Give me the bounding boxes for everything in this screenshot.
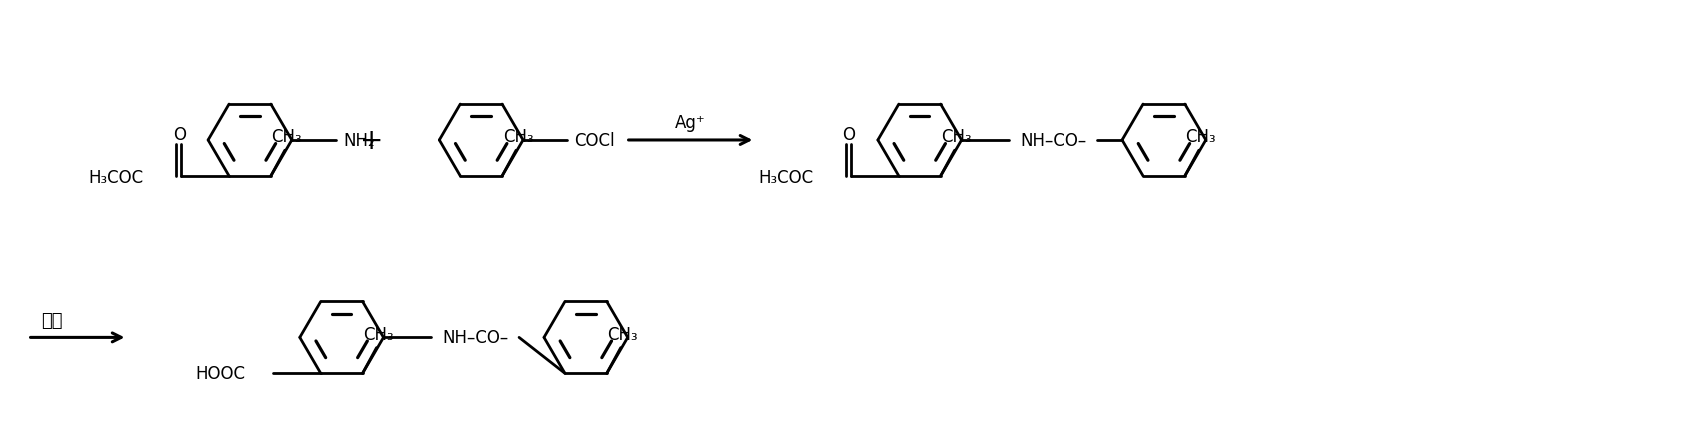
Text: CH₃: CH₃ [1186,128,1216,146]
Text: CH₃: CH₃ [364,325,394,343]
Text: CH₃: CH₃ [504,128,534,146]
Text: NH–CO–: NH–CO– [1021,132,1086,150]
Text: CH₃: CH₃ [271,128,301,146]
Text: O: O [842,126,855,144]
Text: COCl: COCl [574,132,615,150]
Text: NH₂: NH₂ [344,132,376,150]
Text: HOOC: HOOC [195,365,244,382]
Text: H₃COC: H₃COC [88,169,143,187]
Text: 水解: 水解 [40,311,62,329]
Text: O: O [173,126,185,144]
Text: CH₃: CH₃ [941,128,972,146]
Text: CH₃: CH₃ [608,325,638,343]
Text: H₃COC: H₃COC [758,169,813,187]
Text: +: + [360,127,384,155]
Text: Ag⁺: Ag⁺ [675,114,706,132]
Text: NH–CO–: NH–CO– [443,329,509,347]
